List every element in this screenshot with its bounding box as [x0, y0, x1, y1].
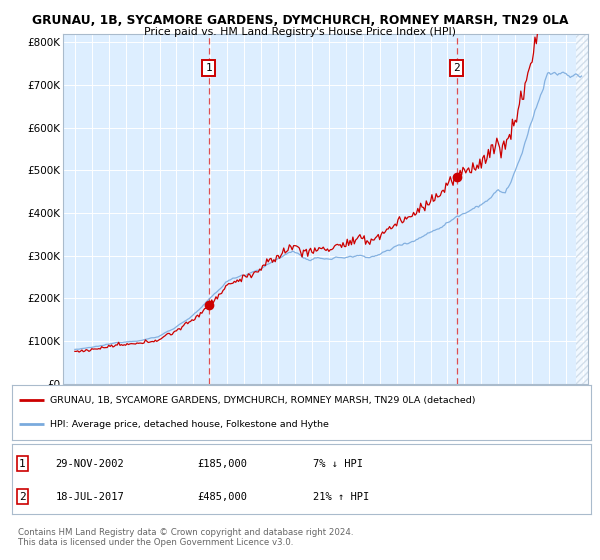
Text: This data is licensed under the Open Government Licence v3.0.: This data is licensed under the Open Gov…: [18, 538, 293, 547]
Text: 2: 2: [19, 492, 26, 502]
Text: Price paid vs. HM Land Registry's House Price Index (HPI): Price paid vs. HM Land Registry's House …: [144, 27, 456, 37]
Text: 1: 1: [19, 459, 26, 469]
Text: 21% ↑ HPI: 21% ↑ HPI: [313, 492, 370, 502]
Bar: [576, 34, 588, 384]
Text: £185,000: £185,000: [197, 459, 247, 469]
Text: 2: 2: [453, 63, 460, 73]
Text: GRUNAU, 1B, SYCAMORE GARDENS, DYMCHURCH, ROMNEY MARSH, TN29 0LA: GRUNAU, 1B, SYCAMORE GARDENS, DYMCHURCH,…: [32, 14, 568, 27]
Text: HPI: Average price, detached house, Folkestone and Hythe: HPI: Average price, detached house, Folk…: [50, 420, 329, 429]
Text: 1: 1: [205, 63, 212, 73]
Text: 18-JUL-2017: 18-JUL-2017: [55, 492, 124, 502]
Text: 7% ↓ HPI: 7% ↓ HPI: [313, 459, 363, 469]
Text: GRUNAU, 1B, SYCAMORE GARDENS, DYMCHURCH, ROMNEY MARSH, TN29 0LA (detached): GRUNAU, 1B, SYCAMORE GARDENS, DYMCHURCH,…: [50, 396, 475, 405]
Text: 29-NOV-2002: 29-NOV-2002: [55, 459, 124, 469]
Text: £485,000: £485,000: [197, 492, 247, 502]
Text: Contains HM Land Registry data © Crown copyright and database right 2024.: Contains HM Land Registry data © Crown c…: [18, 528, 353, 536]
